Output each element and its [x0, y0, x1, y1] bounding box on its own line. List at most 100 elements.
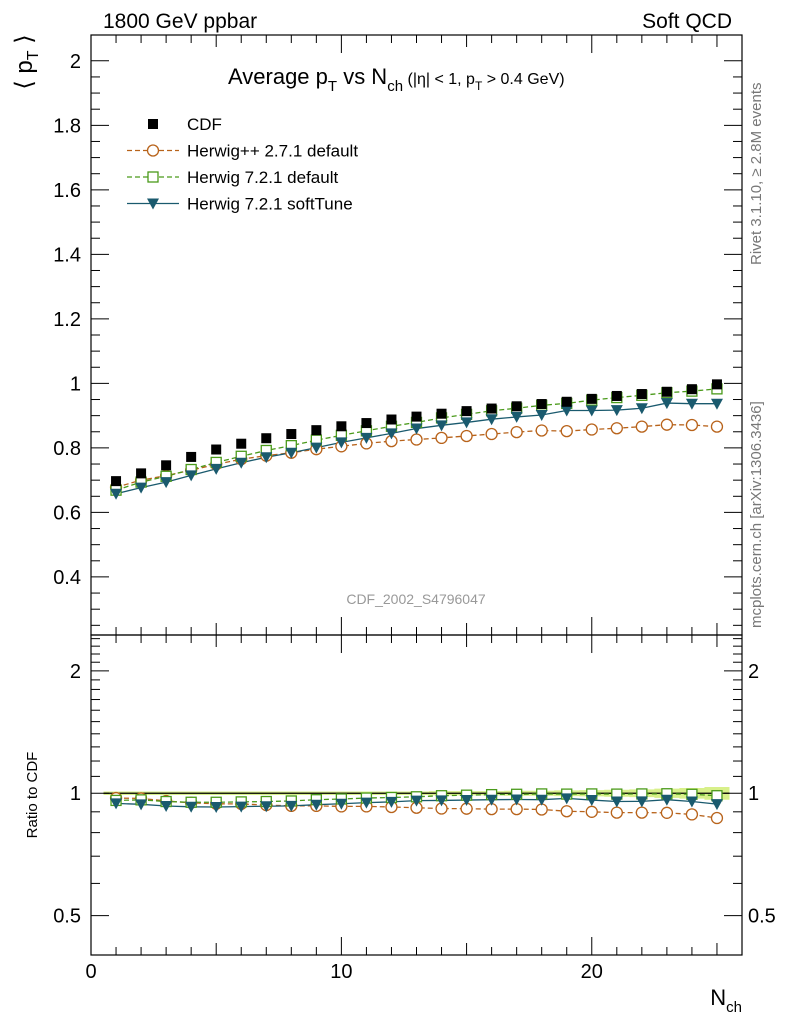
- rivet-version-label: Rivet 3.1.10, ≥ 2.8M events: [748, 83, 765, 266]
- ratio-data-point: [235, 801, 248, 813]
- legend-marker: [147, 198, 159, 210]
- ratio-data-point: [660, 806, 674, 819]
- main-y-tick-label: 1: [70, 373, 81, 395]
- main-data-point: [560, 424, 573, 438]
- ratio-data-point: [460, 795, 473, 807]
- main-data-point: [660, 418, 674, 431]
- main-data-point: [285, 447, 298, 459]
- main-data-point: [636, 389, 647, 400]
- main-data-point: [635, 420, 648, 433]
- main-y-axis: 0.4 0.6 0.8 1 1.2 1.4 1.6 1.8 2: [53, 51, 742, 626]
- main-data-point: [211, 444, 222, 455]
- main-data-point: [236, 438, 247, 449]
- ratio-data-point: [385, 796, 398, 808]
- main-data-point: [511, 401, 522, 412]
- ratio-data-point: [685, 808, 699, 821]
- energy-label: 1800 GeV ppbar: [103, 10, 257, 33]
- main-data-point: [710, 420, 724, 433]
- main-data-point: [435, 431, 448, 445]
- main-data-point: [536, 399, 547, 410]
- main-data-point: [135, 482, 148, 494]
- ratio-data-point: [435, 795, 448, 807]
- main-data-point: [685, 398, 698, 410]
- main-data-point: [560, 405, 573, 417]
- ratio-data-point: [110, 798, 123, 810]
- ratio-data-point: [635, 806, 648, 819]
- main-data-point: [385, 428, 398, 440]
- main-y-tick-label: 0.6: [53, 502, 81, 524]
- x-tick-label: 20: [581, 961, 603, 983]
- ratio-data-point: [310, 799, 323, 811]
- ratio-data-point: [685, 796, 698, 808]
- main-data-point: [411, 411, 422, 422]
- ratio-data-point: [360, 797, 373, 809]
- ratio-y-tick-label: 2: [70, 661, 81, 683]
- main-y-tick-label: 0.4: [53, 567, 81, 589]
- main-y-tick-label: 1.4: [53, 244, 81, 266]
- ratio-data-point: [710, 811, 724, 825]
- ratio-data-point: [710, 799, 723, 811]
- ratio-panel: 0.5 0.5 1 1 2 2 Ratio to CDF 0 10 20 Nch: [24, 35, 776, 1016]
- main-data-point: [410, 433, 423, 446]
- main-data-point: [311, 425, 322, 436]
- ratio-data-point: [260, 801, 273, 813]
- main-data-point: [535, 424, 548, 437]
- main-panel: 0.4 0.6 0.8 1 1.2 1.4 1.6 1.8 2 CDF_2002_S479604…: [11, 34, 743, 636]
- ratio-data-point: [185, 801, 198, 813]
- ratio-data-point: [285, 800, 298, 812]
- main-data-point: [186, 451, 197, 462]
- main-data-point: [535, 410, 548, 421]
- main-data-point: [686, 384, 697, 395]
- ratio-y-tick-label-right: 0.5: [748, 906, 776, 928]
- main-data-point: [461, 406, 472, 417]
- legend-label: CDF: [187, 115, 222, 134]
- main-data-point: [435, 420, 448, 432]
- main-y-axis-label: ⟨ pT ⟩: [11, 34, 42, 89]
- main-data-point: [711, 379, 722, 390]
- main-data-point: [610, 422, 623, 435]
- main-data-point: [660, 398, 673, 410]
- main-data-point: [310, 442, 323, 454]
- main-data-point: [360, 432, 373, 444]
- main-data-point: [685, 418, 699, 432]
- ratio-data-point: [560, 805, 573, 818]
- main-data-point: [111, 476, 122, 487]
- main-data-point: [460, 417, 473, 429]
- main-data-point: [210, 463, 223, 475]
- ratio-data-point: [610, 796, 623, 808]
- main-data-point: [185, 470, 198, 482]
- chart-title: Average pT vs Nch (|η| < 1, pT > 0.4 GeV…: [228, 64, 565, 95]
- main-y-tick-label: 2: [70, 51, 81, 73]
- x-axis: 0 10 20: [85, 35, 743, 983]
- main-data-point: [635, 403, 648, 415]
- main-data-point: [235, 457, 248, 469]
- category-label: Soft QCD: [642, 10, 732, 33]
- ratio-y-tick-label-right: 1: [748, 783, 759, 805]
- main-data-point: [136, 468, 147, 479]
- ratio-data-point: [210, 801, 223, 813]
- ratio-data-point: [610, 806, 623, 819]
- ratio-y-axis: 0.5 0.5 1 1 2 2: [53, 638, 776, 956]
- main-data-point: [561, 396, 572, 407]
- ratio-y-tick-label: 1: [70, 783, 81, 805]
- x-tick-label: 10: [330, 961, 352, 983]
- legend-label: Herwig 7.2.1 softTune: [187, 195, 353, 214]
- main-y-axis-label-text: ⟨ pT ⟩: [11, 34, 42, 89]
- main-data-point: [335, 437, 348, 449]
- x-axis-label: Nch: [710, 985, 742, 1016]
- legend-marker: [146, 144, 160, 157]
- main-y-tick-label: 1.6: [53, 180, 81, 202]
- main-data-point: [160, 477, 173, 489]
- main-data-point: [110, 488, 123, 500]
- main-data-point: [161, 460, 172, 471]
- ratio-data-point: [160, 801, 173, 813]
- main-y-tick-label: 0.8: [53, 438, 81, 460]
- legend-label: Herwig++ 2.7.1 default: [187, 142, 358, 161]
- ratio-y-tick-label-right: 2: [748, 661, 759, 683]
- ratio-y-tick-label: 0.5: [53, 906, 81, 928]
- legend: CDF Herwig++ 2.7.1 default Herwig 7.2.1 de…: [127, 115, 358, 214]
- main-data-point: [661, 386, 672, 397]
- main-data-point: [336, 421, 347, 432]
- main-data-point: [510, 411, 523, 423]
